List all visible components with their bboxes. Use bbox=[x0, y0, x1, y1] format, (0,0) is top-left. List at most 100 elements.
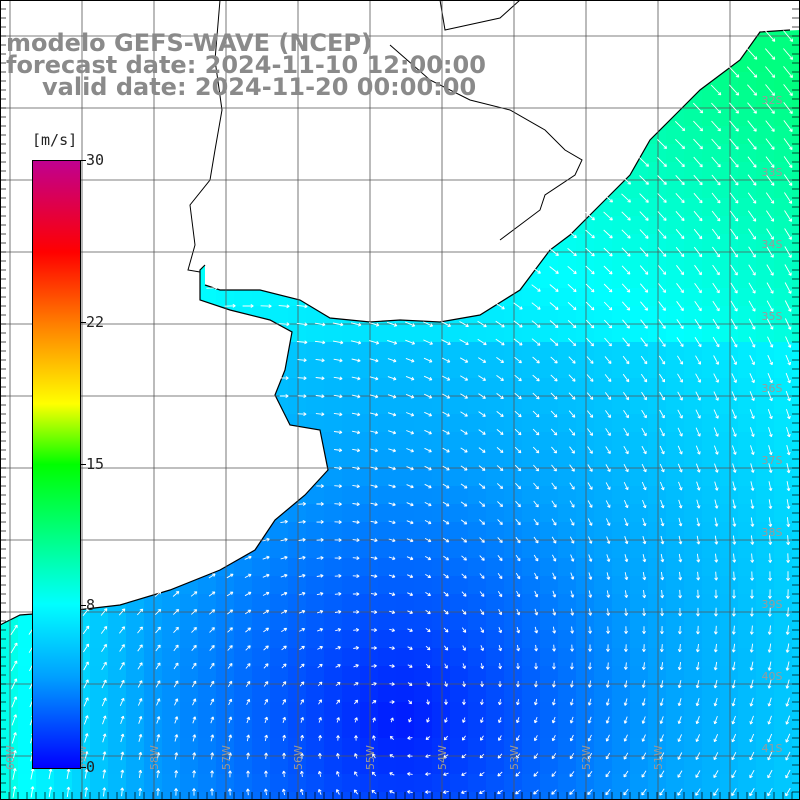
wind-arrow bbox=[765, 174, 775, 186]
wind-arrow bbox=[712, 282, 720, 294]
field-cell bbox=[396, 612, 415, 631]
lat-label: 36S bbox=[762, 382, 783, 395]
field-cell bbox=[576, 378, 595, 397]
field-cell bbox=[0, 630, 19, 649]
wind-arrow bbox=[371, 610, 378, 615]
wind-arrow bbox=[11, 696, 18, 708]
field-cell bbox=[198, 648, 217, 667]
wind-arrow bbox=[264, 698, 269, 705]
wind-arrow bbox=[282, 734, 287, 741]
field-cell bbox=[720, 558, 739, 577]
wind-arrow bbox=[120, 769, 125, 779]
wind-arrow bbox=[316, 591, 324, 596]
wind-arrow bbox=[641, 770, 647, 778]
field-cell bbox=[558, 378, 577, 397]
wind-arrow bbox=[11, 732, 17, 744]
wind-arrow bbox=[714, 517, 719, 527]
field-cell bbox=[522, 540, 541, 559]
wind-arrow bbox=[730, 228, 739, 240]
wind-arrow bbox=[784, 210, 792, 222]
wind-arrow bbox=[623, 752, 629, 760]
field-cell bbox=[648, 144, 667, 163]
lat-label: 34S bbox=[762, 238, 783, 251]
wind-arrow bbox=[407, 736, 413, 740]
field-cell bbox=[738, 72, 757, 91]
wind-arrow bbox=[296, 304, 308, 309]
wind-arrow bbox=[531, 266, 541, 274]
wind-arrow bbox=[462, 645, 466, 651]
colorbar-tick bbox=[80, 605, 86, 607]
field-cell bbox=[702, 684, 721, 703]
field-cell bbox=[180, 738, 199, 757]
field-cell bbox=[468, 666, 487, 685]
field-cell bbox=[324, 594, 343, 613]
field-cell bbox=[450, 504, 469, 523]
field-cell bbox=[216, 774, 235, 793]
field-cell bbox=[558, 414, 577, 433]
field-cell bbox=[774, 450, 793, 469]
field-cell bbox=[666, 252, 685, 271]
field-cell bbox=[324, 414, 343, 433]
wind-arrow bbox=[606, 590, 611, 598]
wind-arrow bbox=[370, 592, 378, 597]
field-cell bbox=[756, 342, 775, 361]
wind-arrow bbox=[119, 662, 125, 670]
wind-arrow bbox=[659, 445, 665, 455]
field-cell bbox=[270, 648, 289, 667]
field-cell bbox=[630, 540, 649, 559]
wind-arrow bbox=[659, 788, 665, 796]
field-cell bbox=[108, 648, 127, 667]
wind-arrow bbox=[102, 787, 107, 797]
wind-arrow bbox=[407, 628, 413, 632]
field-cell bbox=[432, 558, 451, 577]
field-cell bbox=[486, 468, 505, 487]
field-cell bbox=[306, 576, 325, 595]
wind-arrow bbox=[676, 319, 684, 330]
field-cell bbox=[684, 702, 703, 721]
wind-arrow bbox=[513, 338, 523, 346]
field-cell bbox=[756, 270, 775, 289]
wind-arrow bbox=[498, 608, 503, 616]
wind-arrow bbox=[675, 138, 686, 150]
wind-arrow bbox=[480, 663, 485, 670]
wind-arrow bbox=[785, 390, 791, 402]
wind-arrow bbox=[586, 410, 594, 418]
wind-arrow bbox=[333, 358, 343, 363]
wind-arrow bbox=[621, 211, 631, 221]
field-cell bbox=[270, 720, 289, 739]
wind-arrow bbox=[516, 608, 521, 616]
wind-arrow bbox=[315, 412, 325, 417]
wind-arrow bbox=[496, 411, 504, 418]
wind-arrow bbox=[336, 699, 341, 705]
wind-arrow bbox=[532, 410, 540, 418]
field-cell bbox=[180, 774, 199, 793]
wind-arrow bbox=[587, 446, 593, 454]
field-cell bbox=[648, 630, 667, 649]
field-cell bbox=[684, 396, 703, 415]
wind-arrow bbox=[264, 734, 269, 742]
wind-arrow bbox=[660, 517, 665, 527]
field-cell bbox=[342, 756, 361, 775]
field-cell bbox=[306, 756, 325, 775]
wind-arrow bbox=[696, 571, 701, 581]
field-cell bbox=[720, 144, 739, 163]
wind-arrow bbox=[228, 734, 233, 742]
field-cell bbox=[216, 630, 235, 649]
field-cell bbox=[414, 612, 433, 631]
wind-arrow bbox=[765, 102, 775, 114]
field-cell bbox=[306, 702, 325, 721]
wind-arrow bbox=[623, 788, 629, 796]
wind-arrow bbox=[747, 84, 758, 96]
field-cell bbox=[450, 702, 469, 721]
field-cell bbox=[630, 468, 649, 487]
wind-arrow bbox=[387, 358, 397, 363]
field-cell bbox=[774, 738, 793, 757]
wind-arrows bbox=[10, 30, 794, 798]
wind-arrow bbox=[498, 644, 503, 652]
field-cell bbox=[378, 468, 397, 487]
wind-arrow bbox=[713, 788, 719, 796]
wind-arrow bbox=[786, 481, 791, 492]
wind-arrow bbox=[280, 573, 288, 578]
wind-arrow bbox=[441, 321, 451, 327]
wind-arrow bbox=[426, 699, 430, 705]
